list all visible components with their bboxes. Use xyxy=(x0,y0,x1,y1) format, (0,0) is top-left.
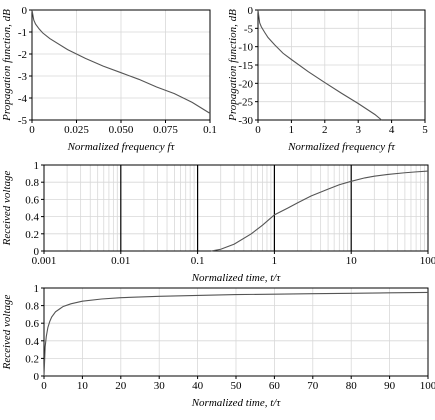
x-tick-label: 50 xyxy=(231,380,243,392)
y-tick-label: 0 xyxy=(248,5,254,17)
y-tick-label: 1 xyxy=(34,160,40,172)
y-tick-label: -4 xyxy=(18,93,28,105)
x-tick-label: 0.075 xyxy=(153,124,178,136)
series-line xyxy=(31,9,211,114)
y-tick-label: -5 xyxy=(244,23,254,35)
y-tick-label: 0.4 xyxy=(25,212,39,224)
y-tick-label: -30 xyxy=(238,115,253,127)
y-tick-label: 0.8 xyxy=(25,301,39,313)
series-line xyxy=(211,170,429,252)
x-tick-label: 1 xyxy=(272,255,278,267)
y-axis-label: Propagation function, dB xyxy=(1,9,13,122)
x-tick-label: 0 xyxy=(255,124,261,136)
y-tick-label: -1 xyxy=(18,27,27,39)
x-axis-label: Normalized frequency fτ xyxy=(287,141,396,153)
y-tick-label: 0 xyxy=(34,246,40,258)
x-tick-label: 60 xyxy=(269,380,281,392)
x-tick-label: 0.050 xyxy=(109,124,134,136)
y-tick-label: -20 xyxy=(238,78,253,90)
x-tick-label: 90 xyxy=(384,380,396,392)
x-tick-label: 0.01 xyxy=(111,255,130,267)
x-tick-label: 0.025 xyxy=(64,124,89,136)
y-tick-label: 0.2 xyxy=(25,353,39,365)
x-tick-label: 100 xyxy=(420,380,435,392)
y-tick-label: 0 xyxy=(34,371,40,383)
y-tick-label: 0.6 xyxy=(25,318,39,330)
x-tick-label: 100 xyxy=(420,255,435,267)
x-axis-label: Normalized frequency fτ xyxy=(67,141,176,153)
x-tick-label: 3 xyxy=(355,124,361,136)
y-axis-label: Received voltage xyxy=(1,294,13,370)
x-tick-label: 10 xyxy=(346,255,358,267)
x-axis-label: Normalized time, t/τ xyxy=(191,272,282,284)
y-tick-label: -2 xyxy=(18,49,27,61)
x-tick-label: 70 xyxy=(307,380,319,392)
y-tick-label: -15 xyxy=(238,60,253,72)
series-line xyxy=(43,291,429,377)
x-tick-label: 5 xyxy=(422,124,428,136)
y-tick-label: -5 xyxy=(18,115,28,127)
y-tick-label: -10 xyxy=(238,42,253,54)
y-tick-label: 1 xyxy=(34,283,40,295)
x-tick-label: 0.001 xyxy=(32,255,57,267)
x-tick-label: 40 xyxy=(192,380,204,392)
x-tick-label: 0.1 xyxy=(191,255,205,267)
y-tick-label: 0.8 xyxy=(25,177,39,189)
y-axis-label: Propagation function, dB xyxy=(227,9,239,122)
x-tick-label: 0 xyxy=(41,380,47,392)
y-tick-label: 0.4 xyxy=(25,336,39,348)
x-tick-label: 2 xyxy=(322,124,328,136)
y-axis-label: Received voltage xyxy=(1,170,13,246)
y-tick-label: -3 xyxy=(18,71,28,83)
x-tick-label: 0.1 xyxy=(203,124,217,136)
x-tick-label: 20 xyxy=(115,380,127,392)
plot-frame xyxy=(43,164,429,252)
x-tick-label: 0 xyxy=(29,124,35,136)
y-tick-label: 0 xyxy=(22,5,28,17)
x-tick-label: 10 xyxy=(77,380,89,392)
x-tick-label: 30 xyxy=(154,380,166,392)
x-tick-label: 4 xyxy=(389,124,395,136)
series-line xyxy=(257,9,382,121)
x-axis-label: Normalized time, t/τ xyxy=(191,397,282,409)
x-tick-label: 80 xyxy=(346,380,358,392)
y-tick-label: 0.2 xyxy=(25,229,39,241)
y-tick-label: -25 xyxy=(238,97,253,109)
x-tick-label: 1 xyxy=(289,124,295,136)
y-tick-label: 0.6 xyxy=(25,194,39,206)
